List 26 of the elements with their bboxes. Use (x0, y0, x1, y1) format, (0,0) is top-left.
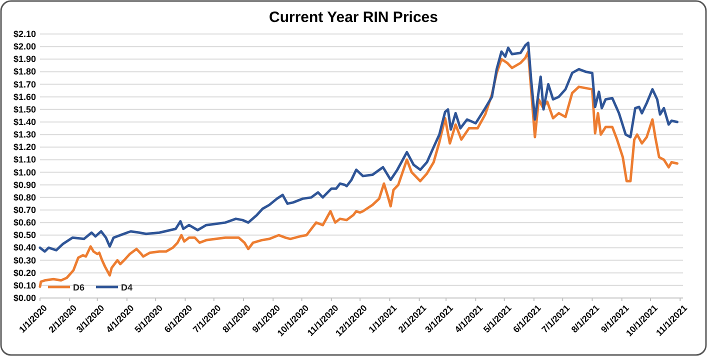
y-tick-label: $1.40 (13, 117, 36, 127)
y-tick-label: $1.90 (13, 54, 36, 64)
y-tick-label: $0.60 (13, 218, 36, 228)
y-tick-label: $1.50 (13, 104, 36, 114)
y-tick-label: $0.90 (13, 180, 36, 190)
y-tick-label: $0.20 (13, 268, 36, 278)
legend-label: D4 (121, 282, 133, 292)
y-tick-label: $1.60 (13, 92, 36, 102)
y-tick-label: $2.00 (13, 42, 36, 52)
y-tick-label: $1.80 (13, 66, 36, 77)
y-tick-label: $0.50 (13, 230, 36, 240)
y-tick-label: $1.10 (13, 154, 36, 165)
legend-label: D6 (73, 282, 85, 292)
y-tick-label: $0.00 (13, 293, 36, 303)
line-series (38, 42, 679, 253)
y-tick-label: $0.40 (13, 242, 36, 253)
y-tick-label: $1.00 (13, 167, 36, 178)
y-tick-label: $0.70 (13, 205, 36, 215)
y-tick-label: $0.80 (13, 192, 36, 202)
y-tick-label: $1.20 (13, 142, 36, 152)
y-tick-label: $0.30 (13, 255, 36, 266)
y-tick-label: $1.70 (13, 79, 36, 90)
y-tick-label: $1.30 (13, 130, 36, 140)
y-tick-label: $0.10 (13, 280, 36, 290)
chart-title: Current Year RIN Prices (269, 9, 438, 26)
y-tick-label: $2.10 (13, 29, 36, 39)
